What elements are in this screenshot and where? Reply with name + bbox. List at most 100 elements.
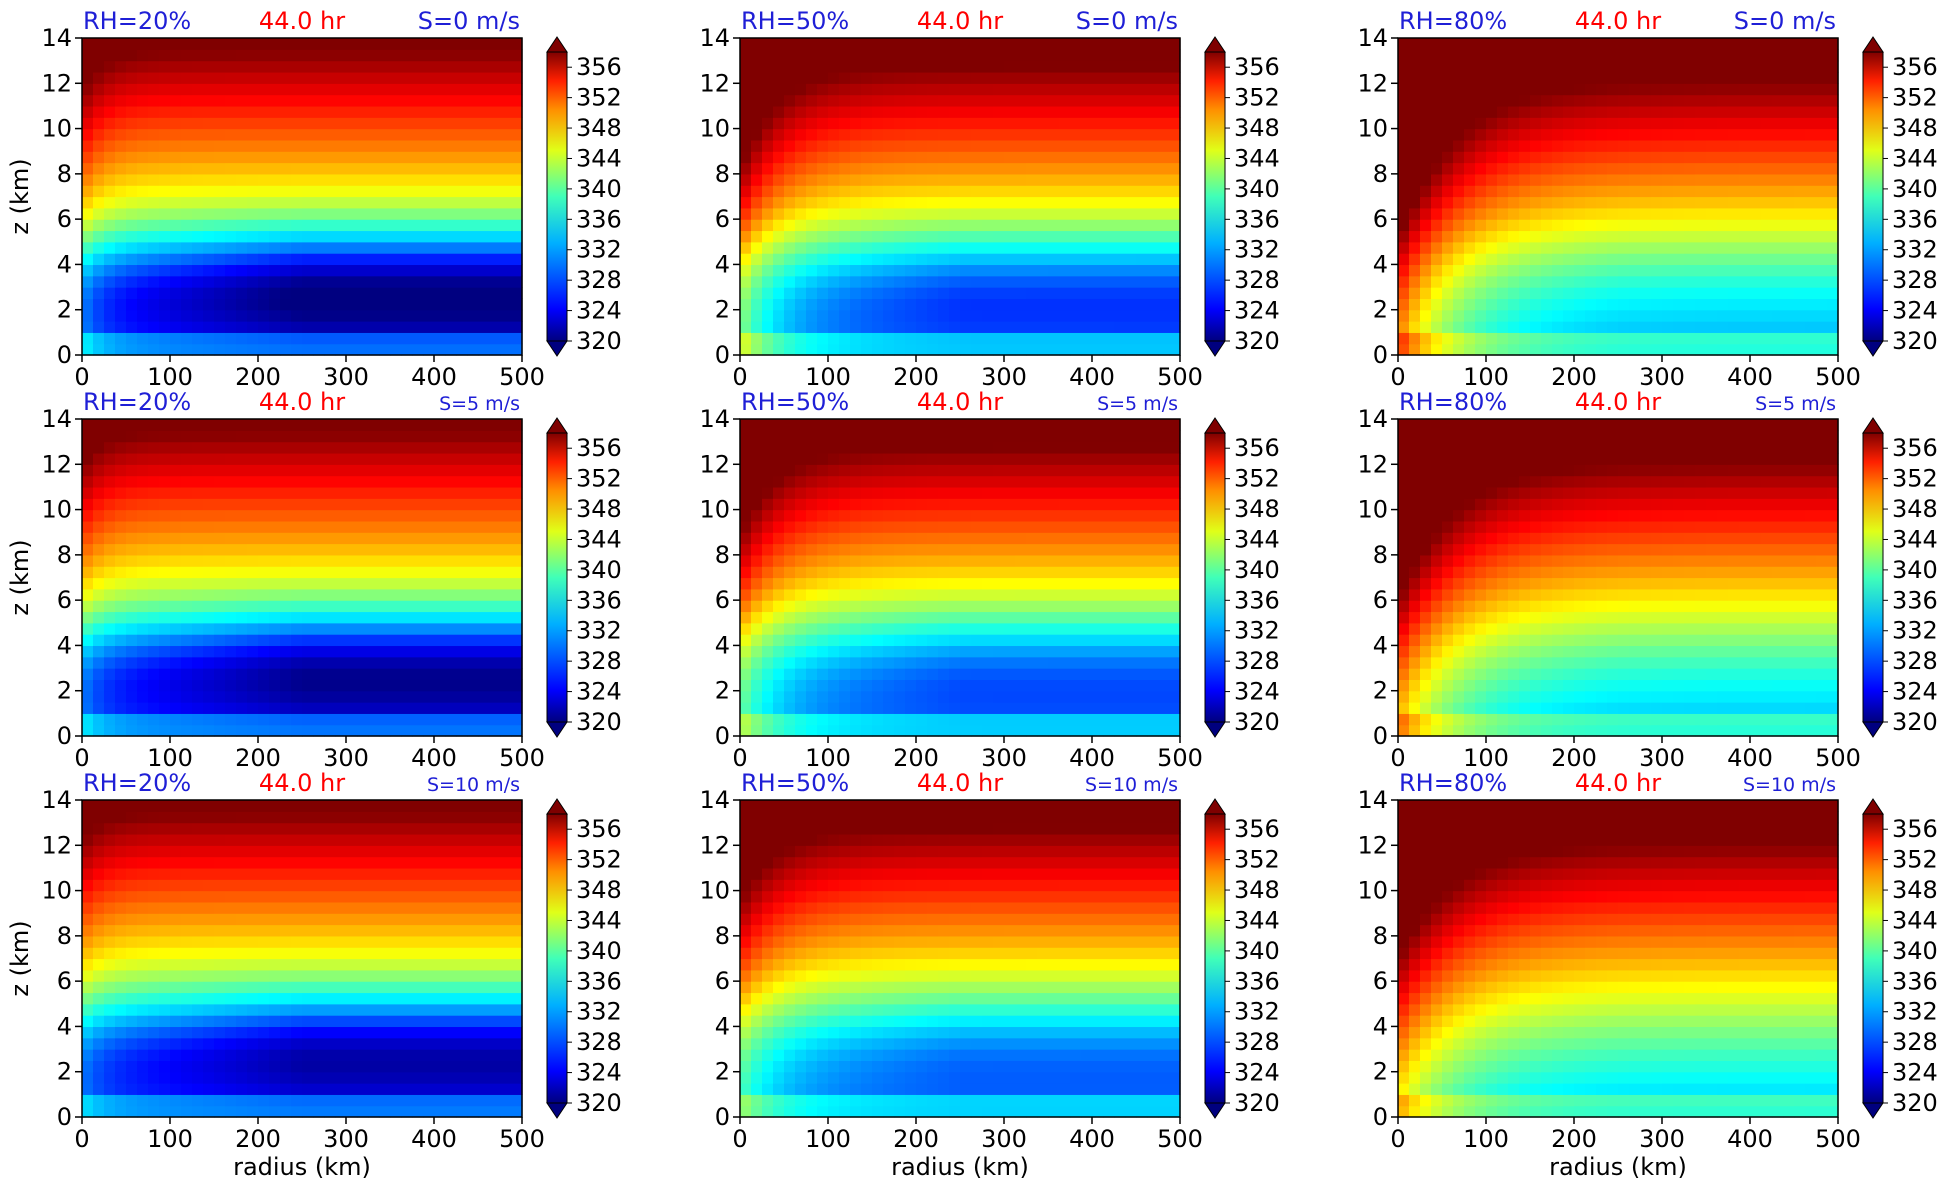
heatmap-cell — [817, 645, 829, 658]
heatmap-cell — [1772, 298, 1784, 311]
heatmap-cell — [192, 600, 204, 613]
heatmap-cell — [203, 520, 215, 533]
heatmap-cell — [489, 679, 501, 692]
heatmap-cell — [1464, 298, 1476, 311]
heatmap-cell — [115, 253, 127, 266]
heatmap-cell — [762, 275, 774, 288]
heatmap-cell — [949, 83, 961, 96]
heatmap-cell — [1004, 332, 1016, 345]
colorbar-gradient — [547, 433, 567, 722]
heatmap-cell — [817, 554, 829, 567]
heatmap-cell — [1092, 83, 1104, 96]
heatmap-cell — [1147, 173, 1159, 186]
heatmap-cell — [927, 264, 939, 277]
heatmap-cell — [379, 509, 391, 522]
heatmap-cell — [993, 253, 1005, 266]
heatmap-cell — [806, 241, 818, 254]
heatmap-cell — [1398, 117, 1410, 130]
heatmap-cell — [795, 634, 807, 647]
heatmap-cell — [1816, 321, 1828, 333]
heatmap-cell — [1431, 264, 1443, 277]
heatmap-cell — [1750, 105, 1762, 118]
heatmap-cell — [269, 287, 281, 299]
heatmap-cell — [291, 622, 303, 635]
heatmap-cell — [839, 38, 851, 50]
heatmap-cell — [1059, 128, 1071, 141]
heatmap-cell — [445, 486, 457, 499]
heatmap-cell — [225, 475, 237, 488]
heatmap-cell — [511, 543, 523, 556]
heatmap-cell — [93, 611, 105, 624]
heatmap-cell — [1070, 253, 1082, 266]
heatmap-cell — [401, 105, 413, 118]
heatmap-cell — [1420, 321, 1432, 333]
heatmap-cell — [1728, 71, 1740, 84]
heatmap-cell — [203, 83, 215, 96]
heatmap-cell — [489, 49, 501, 62]
heatmap-cell — [1026, 94, 1038, 107]
colorbar-tick-label: 332 — [1892, 236, 1938, 264]
heatmap-cell — [390, 128, 402, 141]
heatmap-cell — [280, 600, 292, 613]
rh-label: RH=50% — [741, 7, 849, 35]
heatmap-cell — [1607, 49, 1619, 62]
heatmap-cell — [302, 151, 314, 164]
heatmap-cell — [192, 219, 204, 232]
heatmap-cell — [971, 207, 983, 220]
heatmap-cell — [401, 577, 413, 590]
heatmap-cell — [1497, 321, 1509, 333]
heatmap-cell — [159, 117, 171, 130]
heatmap-cell — [1750, 309, 1762, 322]
heatmap-cell — [1772, 60, 1784, 73]
heatmap-cell — [839, 690, 851, 703]
heatmap-cell — [1092, 71, 1104, 84]
heatmap-cell — [1026, 162, 1038, 175]
heatmap-cell — [335, 532, 347, 545]
heatmap-cell — [489, 298, 501, 311]
heatmap-cell — [762, 264, 774, 277]
heatmap-cell — [137, 486, 149, 499]
heatmap-cell — [1728, 287, 1740, 299]
heatmap-cell — [828, 464, 840, 477]
heatmap-cell — [313, 611, 325, 624]
heatmap-cell — [1574, 49, 1586, 62]
heatmap-cell — [740, 38, 752, 50]
heatmap-cell — [1695, 343, 1707, 356]
heatmap-cell — [390, 441, 402, 454]
heatmap-cell — [993, 207, 1005, 220]
heatmap-cell — [1398, 298, 1410, 311]
heatmap-cell — [1827, 332, 1839, 345]
heatmap-cell — [773, 724, 785, 737]
heatmap-cell — [280, 577, 292, 590]
heatmap-cell — [434, 464, 446, 477]
heatmap-cell — [236, 117, 248, 130]
heatmap-cell — [203, 173, 215, 186]
heatmap-cell — [445, 309, 457, 322]
heatmap-cell — [390, 298, 402, 311]
heatmap-cell — [806, 622, 818, 635]
heatmap-cell — [335, 162, 347, 175]
heatmap-cell — [258, 509, 270, 522]
heatmap-cell — [817, 486, 829, 499]
heatmap-cell — [511, 151, 523, 164]
heatmap-cell — [379, 611, 391, 624]
heatmap-cell — [181, 94, 193, 107]
heatmap-cell — [412, 679, 424, 692]
heatmap-cell — [1070, 230, 1082, 243]
heatmap-cell — [225, 264, 237, 277]
heatmap-cell — [1431, 298, 1443, 311]
heatmap-cell — [1541, 60, 1553, 73]
heatmap-cell — [1420, 83, 1432, 96]
heatmap-cell — [302, 656, 314, 669]
y-tick-label: 12 — [41, 450, 72, 478]
heatmap-cell — [357, 332, 369, 345]
heatmap-cell — [1717, 60, 1729, 73]
heatmap-cell — [1070, 173, 1082, 186]
heatmap-cell — [1794, 321, 1806, 333]
heatmap-cell — [401, 622, 413, 635]
heatmap-cell — [1750, 185, 1762, 198]
heatmap-cell — [1004, 230, 1016, 243]
heatmap-cell — [1158, 241, 1170, 254]
heatmap-cell — [412, 634, 424, 647]
heatmap-cell — [401, 321, 413, 333]
